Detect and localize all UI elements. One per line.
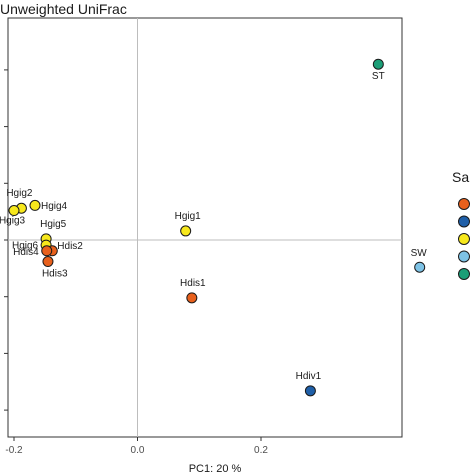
- point-hdis3[interactable]: [42, 256, 54, 268]
- chart-title: Unweighted UniFrac: [0, 1, 127, 17]
- point-label-sw: SW: [411, 248, 428, 259]
- legend-key-2: [458, 215, 470, 228]
- point-hgig3[interactable]: [8, 205, 20, 217]
- x-tick-label: -0.2: [5, 445, 23, 456]
- point-label-hdis1: Hdis1: [180, 278, 206, 289]
- point-label-hgig5: Hgig5: [40, 219, 67, 230]
- legend-title: Sa: [452, 169, 469, 185]
- legend-key-4: [458, 250, 470, 263]
- legend-key-5: [458, 268, 470, 280]
- point-label-hdis3: Hdis3: [42, 269, 68, 280]
- point-label-hdiv1: Hdiv1: [296, 371, 322, 382]
- point-label-hdis4: Hdis4: [13, 247, 39, 258]
- point-label-st: ST: [372, 71, 385, 82]
- x-axis-label: PC1: 20 %: [189, 463, 242, 474]
- point-hdis4[interactable]: [41, 245, 53, 257]
- x-tick-label: 0.2: [254, 445, 268, 456]
- point-hdis1[interactable]: [186, 292, 198, 304]
- point-label-hgig1: Hgig1: [175, 211, 202, 222]
- point-sw[interactable]: [414, 261, 426, 273]
- point-label-hgig3: Hgig3: [0, 216, 25, 227]
- point-label-hdis2: Hdis2: [57, 241, 83, 252]
- point-hdiv1[interactable]: [304, 385, 316, 397]
- point-label-hgig4: Hgig4: [41, 201, 68, 212]
- x-tick-label: 0.0: [131, 445, 145, 456]
- legend-key-3: [458, 233, 470, 245]
- point-hgig1[interactable]: [180, 225, 192, 237]
- plot-panel-border: [7, 17, 403, 438]
- point-st[interactable]: [372, 58, 384, 70]
- point-hgig4[interactable]: [29, 199, 41, 211]
- point-label-hgig2: Hgig2: [6, 188, 33, 199]
- point-label-hgig6: Hgig6: [12, 241, 39, 252]
- legend-key-1: [458, 198, 470, 210]
